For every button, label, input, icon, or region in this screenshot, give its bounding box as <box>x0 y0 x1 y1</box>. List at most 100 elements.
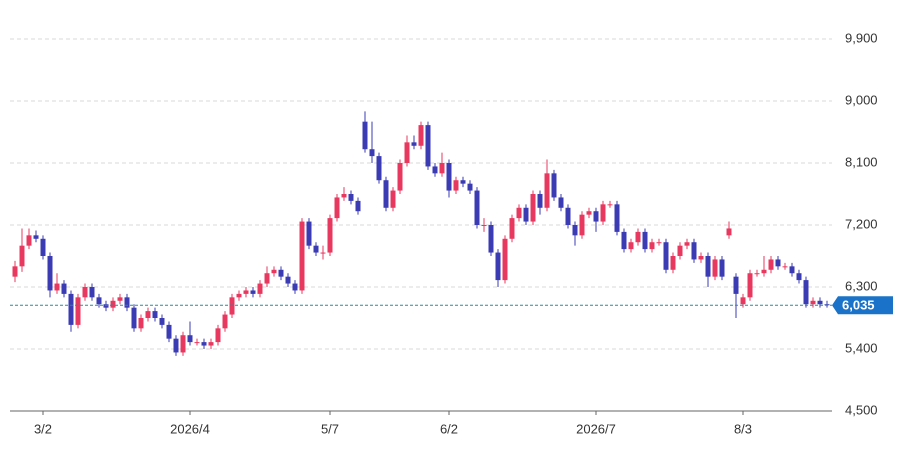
candle-body <box>236 293 242 298</box>
x-tick-label: 6/2 <box>440 421 458 436</box>
candle-body <box>446 163 452 191</box>
candle-body <box>341 194 347 198</box>
candle-body <box>537 194 543 208</box>
candle-body <box>68 293 74 325</box>
candle-body <box>425 125 431 167</box>
candle-body <box>558 197 564 208</box>
candle-body <box>502 238 508 281</box>
candle-body <box>516 207 522 219</box>
candle-body <box>614 204 620 232</box>
candle-body <box>768 259 774 270</box>
candle-body <box>187 335 193 343</box>
candle-body <box>369 149 375 157</box>
candle-body <box>726 228 732 236</box>
candle-body <box>670 256 676 270</box>
candle-body <box>271 269 277 274</box>
candle-body <box>705 256 711 277</box>
candle-body <box>544 173 550 208</box>
candle-body <box>89 287 95 298</box>
candle-body <box>334 197 340 219</box>
candle-body <box>355 200 361 212</box>
candle-body <box>103 304 109 308</box>
candle-body <box>411 142 417 146</box>
candle-body <box>264 273 270 284</box>
candle-body <box>33 235 39 239</box>
candle-body <box>131 307 137 329</box>
candle-body <box>677 245 683 256</box>
candle-body <box>817 300 823 305</box>
y-tick-label: 4,500 <box>845 402 878 417</box>
candle-body <box>152 311 158 318</box>
candle-body <box>719 259 725 277</box>
candle-body <box>159 318 165 325</box>
candle-body <box>600 204 606 222</box>
candle-body <box>376 156 382 181</box>
candle-body <box>306 221 312 246</box>
candle-body <box>824 304 830 306</box>
y-tick-label: 9,000 <box>845 92 878 107</box>
y-tick-label: 6,300 <box>845 278 878 293</box>
candle-body <box>166 324 172 339</box>
candle-body <box>229 297 235 315</box>
candle-body <box>47 256 53 291</box>
candle-body <box>278 269 284 277</box>
candle-body <box>313 245 319 253</box>
candle-body <box>12 266 18 277</box>
y-tick-label: 5,400 <box>845 340 878 355</box>
candle-body <box>117 297 123 301</box>
candle-body <box>208 342 214 346</box>
candle-body <box>481 225 487 226</box>
candle-body <box>467 183 473 191</box>
candle-body <box>803 280 809 305</box>
candle-body <box>397 163 403 191</box>
candle-body <box>698 256 704 260</box>
candle-body <box>348 194 354 201</box>
candle-body <box>222 314 228 329</box>
candle-body <box>712 259 718 277</box>
candle-body <box>96 297 102 305</box>
last-price-tag <box>832 296 893 315</box>
candle-body <box>782 266 788 268</box>
candle-body <box>488 225 494 253</box>
candle-body <box>649 242 655 250</box>
candle-body <box>194 342 200 344</box>
candle-body <box>26 235 32 246</box>
candle-body <box>292 283 298 291</box>
candle-body <box>635 231 641 243</box>
x-tick-label: 2026/4 <box>170 421 210 436</box>
candle-body <box>327 218 333 253</box>
candle-body <box>691 242 697 260</box>
candle-body <box>509 218 515 239</box>
candle-body <box>124 297 130 308</box>
x-tick-label: 5/7 <box>321 421 339 436</box>
candle-body <box>579 214 585 236</box>
candle-body <box>145 311 151 318</box>
candle-body <box>565 207 571 225</box>
candle-body <box>572 225 578 236</box>
x-tick-label: 8/3 <box>734 421 752 436</box>
candle-body <box>747 273 753 298</box>
candle-body <box>775 259 781 267</box>
candle-body <box>530 194 536 222</box>
candle-body <box>383 180 389 208</box>
candle-body <box>320 252 326 254</box>
candle-body <box>586 211 592 215</box>
candle-body <box>54 283 60 291</box>
candle-body <box>390 190 396 208</box>
candle-body <box>656 242 662 244</box>
candle-body <box>250 290 256 294</box>
candle-body <box>138 318 144 329</box>
candle-body <box>404 142 410 163</box>
candle-body <box>19 245 25 267</box>
candle-body <box>642 231 648 250</box>
candle-body <box>285 276 291 284</box>
candle-body <box>810 300 816 305</box>
candle-body <box>551 173 557 198</box>
candle-body <box>61 283 67 294</box>
candle-body <box>453 180 459 191</box>
last-price-label: 6,035 <box>842 298 875 313</box>
candle-body <box>495 252 501 281</box>
y-tick-label: 9,900 <box>845 30 878 45</box>
candle-body <box>180 335 186 353</box>
